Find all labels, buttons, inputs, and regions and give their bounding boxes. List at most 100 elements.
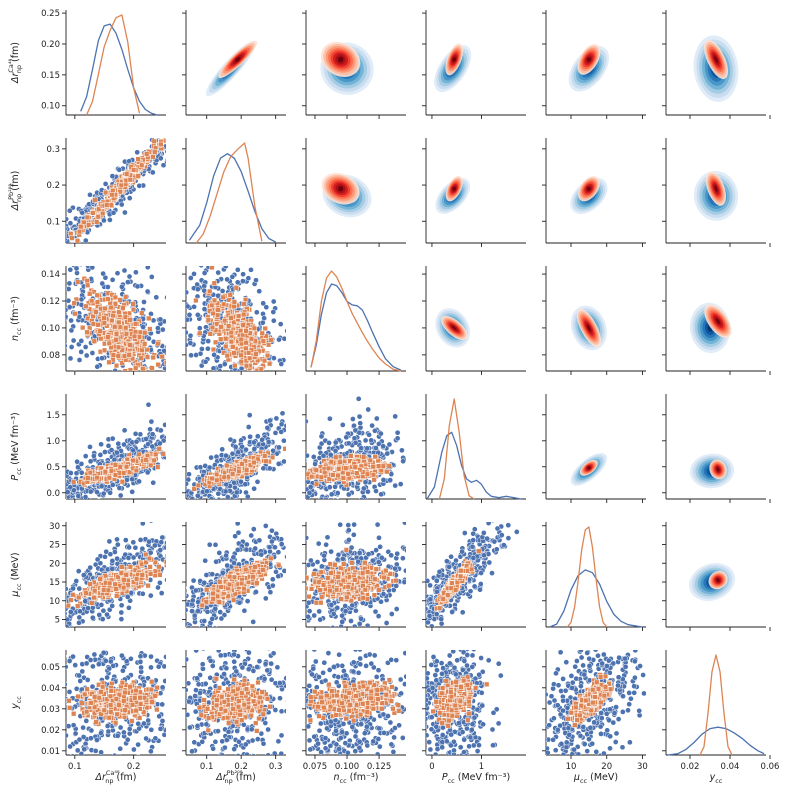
scatter-point-orange: [154, 706, 160, 713]
scatter-point-orange: [108, 709, 114, 715]
scatter-point-blue: [75, 464, 81, 471]
scatter-point-blue: [73, 470, 80, 477]
scatter-point-orange: [149, 365, 155, 371]
scatter-point-blue: [137, 611, 142, 616]
scatter-point-orange: [122, 707, 128, 713]
scatter-point-blue: [82, 344, 89, 350]
scatter-point-blue: [177, 140, 182, 145]
scatter-point-blue: [78, 266, 84, 267]
kde-level-red: [714, 56, 718, 63]
scatter-point-blue: [177, 543, 182, 548]
scatter-point-blue: [288, 360, 293, 365]
scatter-point-blue: [86, 635, 91, 640]
scatter-point-blue: [12, 690, 17, 695]
scatter-point-blue: [176, 134, 181, 139]
scatter-point-blue: [59, 333, 64, 338]
scatter-point-blue: [6, 613, 11, 618]
scatter-point-blue: [147, 592, 154, 599]
panel-drCa-vs-ncc: [302, 10, 406, 119]
scatter-point-blue: [49, 589, 54, 594]
scatter-point-blue: [109, 566, 116, 572]
scatter-point-blue: [137, 653, 144, 660]
scatter-point-blue: [70, 503, 75, 508]
kde-contours-Pcc-mucc: [570, 453, 608, 486]
scatter-point-orange: [90, 210, 96, 216]
scatter-point-blue: [162, 128, 167, 133]
scatter-point-blue: [144, 288, 151, 295]
scatter-point-orange: [135, 156, 141, 162]
scatter-point-blue: [58, 313, 63, 318]
scatter-point-blue: [143, 632, 148, 637]
scatter-point-blue: [32, 284, 37, 289]
scatter-point-blue: [52, 607, 57, 612]
y-tick-label: 15: [49, 578, 60, 588]
scatter-point-blue: [193, 90, 198, 95]
scatter-point-blue: [182, 360, 187, 365]
scatter-point-blue: [109, 435, 116, 442]
scatter-point-blue: [74, 747, 81, 754]
scatter-point-orange: [101, 347, 108, 353]
scatter-point-orange: [144, 704, 150, 711]
scatter-point-orange: [140, 366, 146, 371]
scatter-point-orange: [127, 317, 133, 323]
scatter-point-blue: [216, 383, 221, 388]
kde-contours-mucc-ycc: [689, 563, 735, 601]
scatter-point-orange: [105, 334, 111, 340]
scatter-point-blue: [133, 269, 139, 276]
panel-drPb-vs-drPb: [182, 138, 286, 247]
scatter-point-orange: [71, 300, 77, 306]
scatter-point-blue: [44, 259, 49, 264]
scatter-point-blue: [54, 241, 59, 246]
y-tick-label: 0.02: [41, 726, 60, 736]
scatter-point-blue: [184, 133, 189, 138]
scatter-point-blue: [40, 716, 45, 721]
scatter-point-blue: [155, 663, 162, 670]
scatter-point-blue: [56, 640, 61, 645]
y-tick-label: 0.03: [41, 705, 60, 715]
scatter-point-blue: [73, 507, 78, 512]
scatter-point-blue: [121, 267, 128, 274]
kde-level-red: [587, 466, 591, 470]
scatter-point-blue: [104, 611, 110, 618]
x-tick-label: 0.075: [303, 762, 327, 772]
scatter-point-orange: [119, 360, 125, 366]
scatter-point-blue: [41, 612, 46, 617]
scatter-point-blue: [291, 361, 296, 366]
scatter-point-blue: [159, 384, 164, 389]
scatter-point-blue: [83, 718, 90, 724]
scatter-point-orange: [98, 335, 104, 342]
scatter-point-blue: [149, 169, 156, 176]
scatter-point-blue: [138, 642, 143, 647]
scatter-point-blue: [175, 312, 180, 317]
scatter-point-blue: [174, 518, 179, 523]
scatter-point-orange: [113, 362, 120, 369]
scatter-point-blue: [220, 393, 225, 398]
scatter-point-blue: [170, 537, 175, 542]
scatter-point-orange: [91, 704, 98, 710]
scatter-point-blue: [41, 255, 46, 260]
scatter-point-blue: [78, 469, 85, 476]
scatter-point-blue: [229, 273, 236, 280]
scatter-point-blue: [139, 590, 146, 597]
scatter-point-blue: [19, 231, 24, 236]
scatter-point-blue: [30, 281, 35, 286]
scatter-point-blue: [89, 505, 94, 510]
scatter-point-orange: [133, 365, 139, 371]
scatter-point-blue: [176, 341, 181, 346]
scatter-point-blue: [134, 372, 139, 377]
scatter-point-orange: [95, 214, 101, 220]
scatter-point-blue: [42, 313, 47, 318]
scatter-point-blue: [320, 379, 325, 384]
scatter-point-blue: [110, 376, 115, 381]
scatter-point-blue: [32, 372, 37, 377]
scatter-point-blue: [33, 718, 38, 723]
scatter-point-blue: [245, 275, 252, 282]
scatter-point-orange: [152, 693, 158, 699]
scatter-point-blue: [248, 266, 254, 273]
scatter-point-blue: [114, 732, 121, 739]
scatter-point-orange: [129, 718, 135, 724]
scatter-point-blue: [150, 378, 155, 383]
x-tick-label: 0.06: [761, 762, 780, 772]
y-tick-label: 0.10: [41, 102, 60, 112]
scatter-point-blue: [28, 344, 33, 349]
